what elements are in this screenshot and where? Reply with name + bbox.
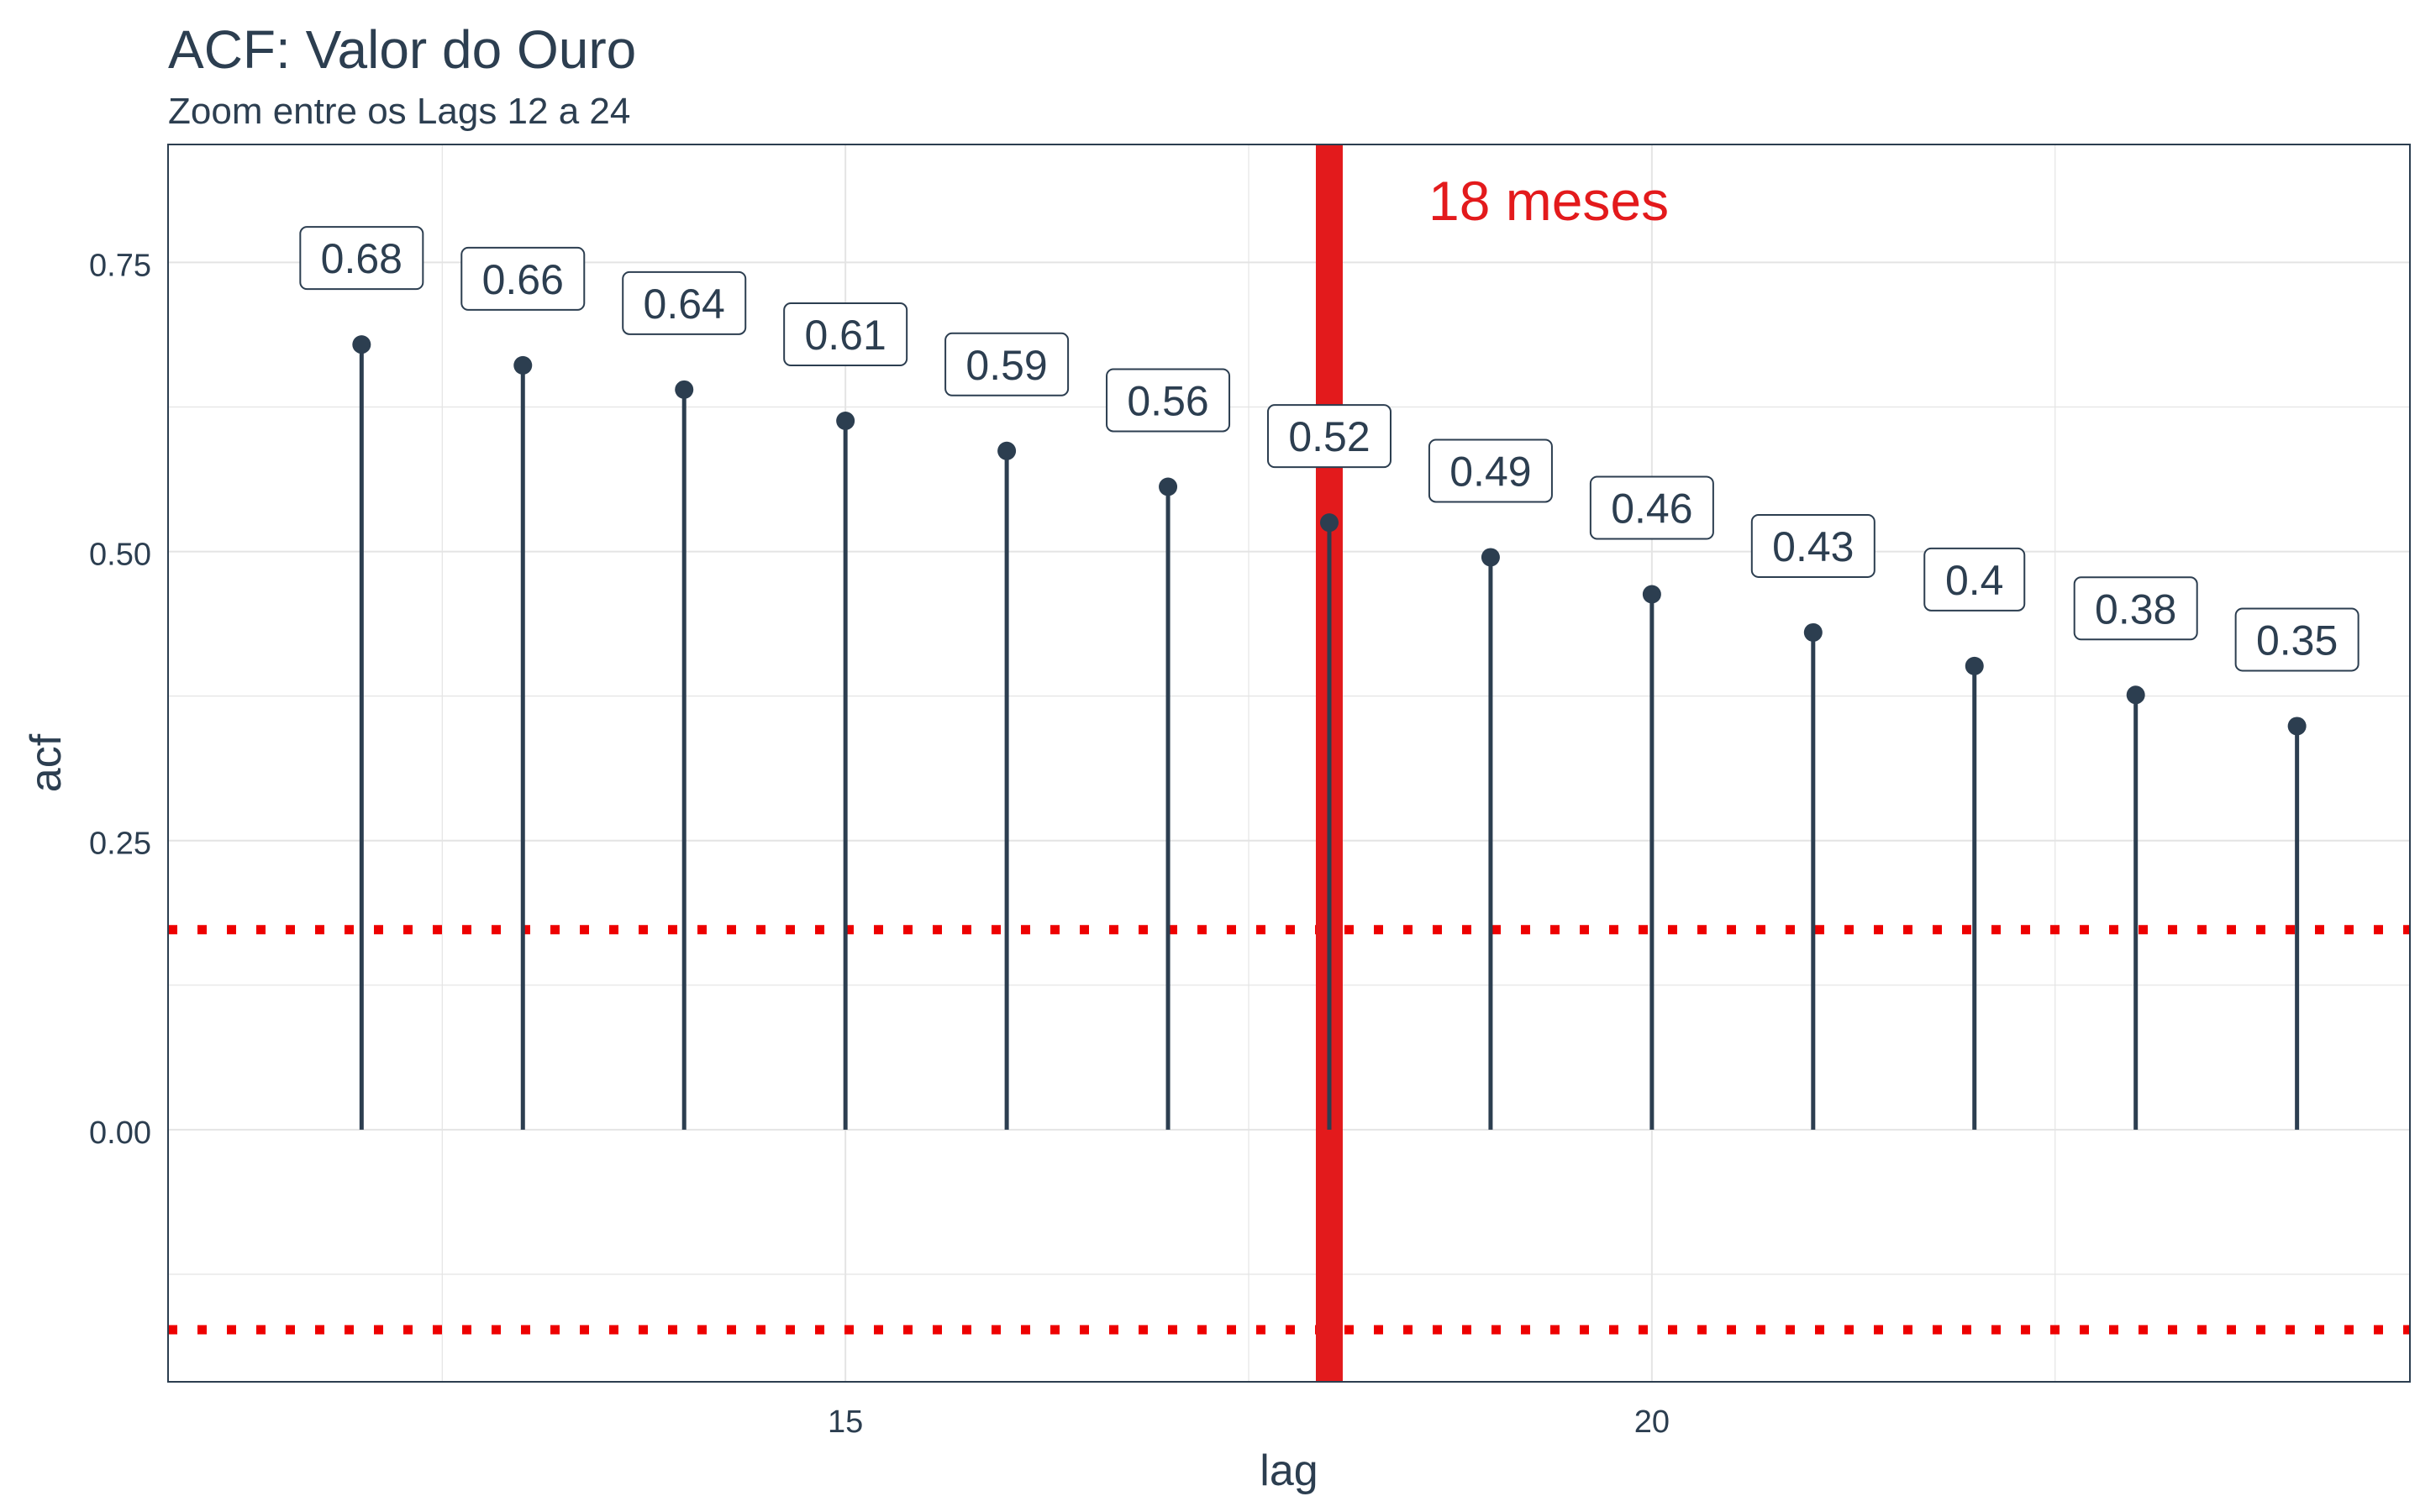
data-label-text: 0.64 (644, 281, 725, 328)
data-label: 0.61 (783, 302, 908, 367)
lollipop-point (1159, 477, 1178, 496)
data-label-box (1428, 438, 1553, 503)
chart-subtitle: Zoom entre os Lags 12 a 24 (168, 91, 631, 132)
data-label: 0.35 (2234, 607, 2360, 672)
data-label-text: 0.43 (1772, 523, 1854, 570)
data-label-text: 0.61 (804, 312, 886, 359)
data-label: 0.46 (1589, 475, 1714, 540)
lollipop-point (1803, 622, 1823, 642)
data-label-box (622, 270, 747, 335)
data-label-text: 0.38 (2095, 585, 2176, 633)
data-label: 0.56 (1106, 368, 1231, 433)
data-label: 0.4 (1923, 547, 2026, 612)
lollipop-point (997, 441, 1017, 460)
data-label-text: 0.59 (965, 342, 1047, 389)
data-labels: 0.68 0.66 0.64 0.61 0.59 0.56 0.52 0.49 0.46 0.43… (299, 226, 2360, 672)
data-label: 0.52 (1266, 404, 1392, 469)
data-label-box (299, 226, 424, 291)
data-label-text: 0.68 (321, 235, 402, 282)
data-label-box (1106, 368, 1231, 433)
lollipop-point (513, 355, 533, 375)
data-label-box (2073, 576, 2198, 641)
lollipop-point (2126, 685, 2145, 705)
data-label-text: 0.46 (1611, 486, 1692, 533)
lollipop-point (1319, 513, 1339, 533)
lollipop-point (836, 412, 855, 431)
y-axis-title: acf (22, 733, 71, 792)
panel-border (167, 144, 2411, 1383)
data-label-text: 0.4 (1945, 557, 2004, 604)
highlight-marker: 18 meses (1315, 144, 1669, 1382)
lollipop-point (1481, 548, 1500, 567)
data-label: 0.68 (299, 226, 424, 291)
data-label-text: 0.35 (2256, 617, 2338, 664)
data-label: 0.66 (460, 246, 586, 311)
acf-series (352, 335, 2307, 1130)
data-label: 0.49 (1428, 438, 1553, 503)
data-label-text: 0.52 (1288, 413, 1370, 460)
data-label-box (944, 332, 1070, 396)
data-label-text: 0.66 (482, 256, 564, 303)
data-label: 0.43 (1750, 513, 1876, 578)
confidence-bounds (168, 925, 2410, 1335)
data-label-box (1923, 547, 2026, 612)
data-label-text: 0.56 (1127, 377, 1208, 424)
x-axis-title: lag (1260, 1446, 1318, 1495)
axes: 0.00 0.25 0.50 0.75 15 20 lag acf (22, 248, 1670, 1495)
y-tick-label: 0.50 (89, 538, 151, 573)
x-tick-label: 20 (1634, 1404, 1670, 1440)
lollipop-point (675, 380, 694, 399)
x-tick-label: 15 (828, 1404, 863, 1440)
data-label-text: 0.49 (1449, 448, 1531, 495)
lollipop-point (1642, 585, 1661, 604)
data-label-box (1589, 475, 1714, 540)
data-label-box (460, 246, 586, 311)
y-tick-label: 0.00 (89, 1116, 151, 1151)
highlight-label: 18 meses (1428, 170, 1669, 232)
data-label-box (1266, 404, 1392, 469)
data-label: 0.59 (944, 332, 1070, 396)
grid-lines (168, 144, 2410, 1382)
y-tick-label: 0.25 (89, 827, 151, 862)
data-label-box (783, 302, 908, 367)
chart-title: ACF: Valor do Ouro (168, 19, 637, 80)
lollipop-point (1965, 656, 1984, 675)
y-tick-label: 0.75 (89, 248, 151, 283)
lollipop-point (2287, 717, 2307, 736)
data-label: 0.64 (622, 270, 747, 335)
data-label-box (2234, 607, 2360, 672)
lollipop-point (352, 335, 371, 354)
data-label-box (1750, 513, 1876, 578)
data-label: 0.38 (2073, 576, 2198, 641)
